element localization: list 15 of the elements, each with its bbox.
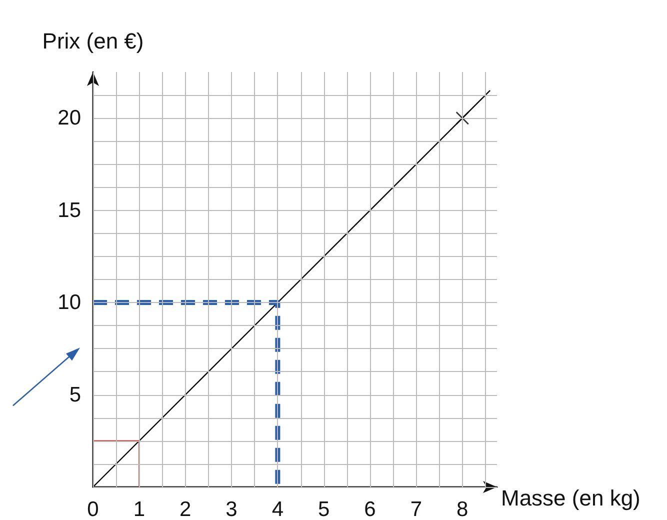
x-tick-label: 6 [364, 498, 376, 520]
y-tick-label: 20 [58, 106, 81, 130]
x-tick-label: 2 [180, 498, 192, 520]
y-tick-label: 10 [58, 291, 81, 314]
x-tick-label: 8 [456, 498, 468, 520]
y-tick-label: 15 [58, 198, 81, 222]
x-tick-label: 4 [272, 498, 284, 520]
x-tick-label: 3 [226, 498, 238, 520]
x-axis-title: Masse (en kg) [501, 486, 640, 510]
x-tick-label: 0 [87, 498, 99, 520]
x-tick-label: 7 [410, 498, 422, 520]
x-tick-label: 1 [133, 498, 146, 520]
y-tick-label: 5 [69, 383, 81, 406]
y-axis-title: Prix (en €) [42, 28, 144, 54]
x-tick-label: 5 [318, 498, 330, 520]
